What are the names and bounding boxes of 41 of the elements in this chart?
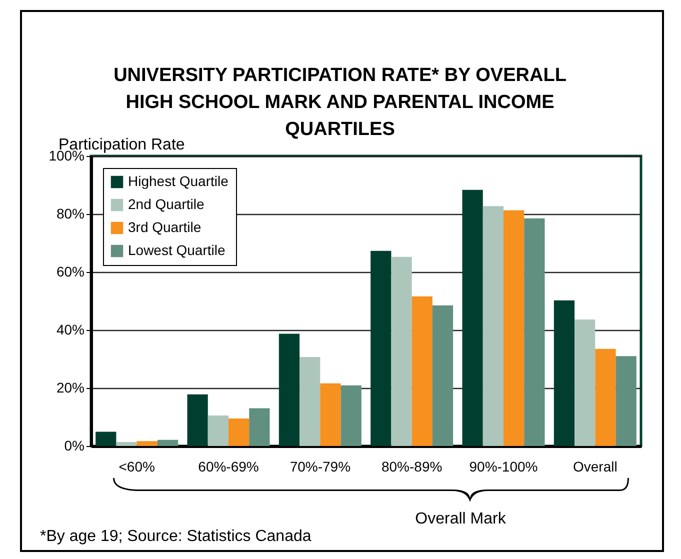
bar (116, 442, 137, 446)
y-tick-label: 80% (56, 206, 84, 222)
bar (96, 432, 116, 446)
bar (157, 440, 178, 446)
bar (482, 206, 504, 446)
bar (320, 383, 341, 446)
bar (504, 210, 524, 446)
x-axis-title: Overall Mark (415, 510, 507, 528)
bar (278, 334, 300, 446)
bar (370, 250, 392, 446)
bar (300, 356, 320, 446)
bar (228, 418, 250, 446)
x-tick-label: <60% (118, 458, 155, 474)
x-tick-label: Overall (572, 458, 618, 474)
bar (136, 441, 158, 446)
bar (574, 320, 596, 446)
bar (208, 416, 228, 446)
bar (462, 190, 483, 446)
y-tick-label: 60% (56, 264, 84, 280)
y-tick-label: 20% (56, 380, 84, 396)
x-tick-label: 80%-89% (381, 458, 442, 474)
bar (340, 385, 362, 446)
y-tick-label: 40% (56, 322, 84, 338)
bar (249, 408, 270, 446)
legend-label: 3rd Quartile (128, 219, 202, 235)
legend-label: Lowest Quartile (128, 242, 226, 258)
x-tick-label: 60%-69% (198, 458, 259, 474)
bar (187, 394, 208, 446)
y-tick-label: 0% (64, 438, 84, 454)
bar (391, 256, 412, 446)
x-tick-label: 90%-100% (469, 458, 538, 474)
bar (595, 348, 616, 446)
bar (524, 218, 545, 446)
bar (616, 356, 636, 446)
legend-label: Highest Quartile (128, 173, 229, 189)
legend-label: 2nd Quartile (128, 196, 204, 212)
text: *By age 19; Source: Statistics Canada (40, 528, 312, 546)
x-tick-label: 70%-79% (290, 458, 351, 474)
bar (412, 296, 432, 446)
bar (432, 305, 454, 446)
bar (554, 300, 575, 446)
